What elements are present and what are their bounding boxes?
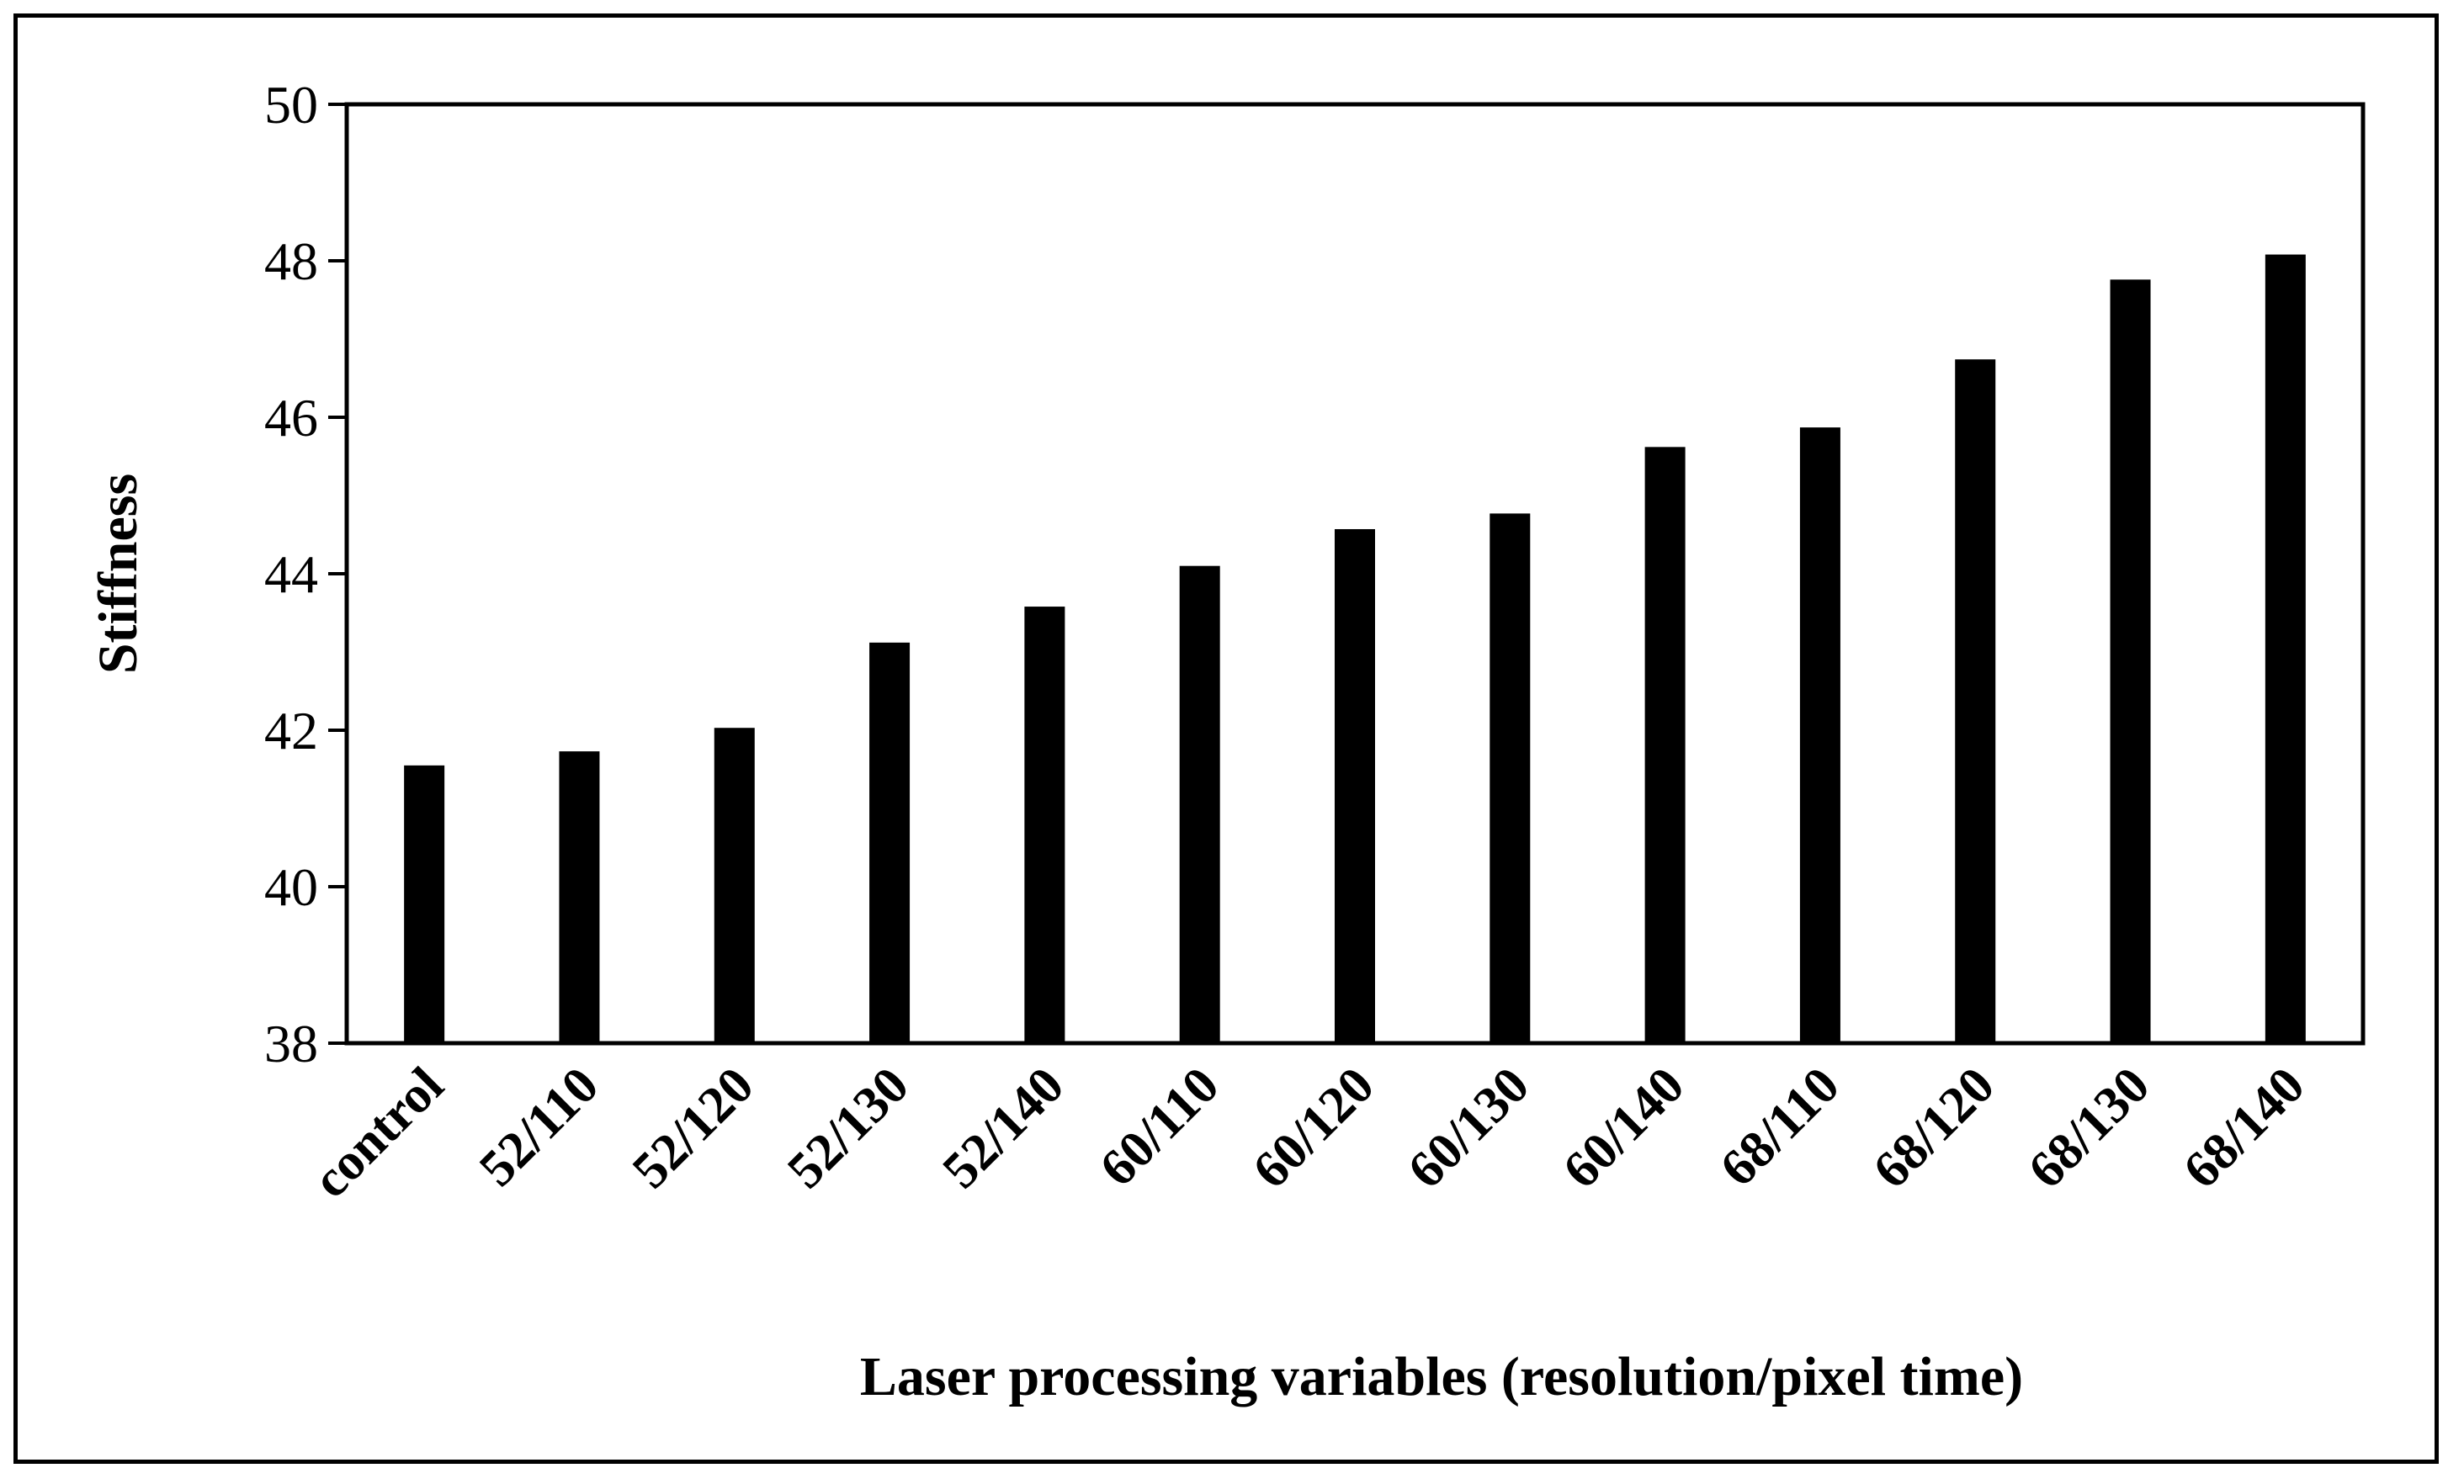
- x-tick-label: 60/120: [1242, 1057, 1385, 1200]
- y-axis-title: Stiffness: [88, 474, 149, 674]
- bar-60-130: [1490, 513, 1531, 1043]
- x-tick-label: 52/110: [469, 1057, 609, 1197]
- x-tick-label: 68/140: [2173, 1057, 2316, 1200]
- x-tick-label: control: [302, 1057, 454, 1209]
- y-tick-label: 42: [264, 701, 318, 761]
- x-tick-label: 52/130: [777, 1057, 920, 1200]
- bar-68-120: [1955, 359, 1996, 1043]
- x-tick-label: 52/120: [622, 1057, 765, 1200]
- y-tick-label: 40: [264, 857, 318, 917]
- bar-52-140: [1024, 607, 1065, 1043]
- y-tick-label: 46: [264, 388, 318, 448]
- bar-68-110: [1799, 427, 1840, 1044]
- x-axis-labels: control 52/110 52/120 52/130 52/140 60/110 60/…: [302, 1057, 2316, 1209]
- bar-68-130: [2110, 279, 2151, 1043]
- x-tick-label: 68/110: [1709, 1057, 1850, 1197]
- chart-frame: [13, 13, 2439, 1464]
- x-tick-label: 60/140: [1553, 1057, 1696, 1200]
- bar-52-130: [869, 642, 911, 1043]
- y-axis-ticks: 38 40 42 44 46 48 50: [264, 75, 347, 1073]
- y-tick-label: 38: [264, 1014, 318, 1073]
- bar-control: [404, 765, 445, 1043]
- x-tick-label: 60/130: [1397, 1057, 1540, 1200]
- y-tick-label: 44: [264, 544, 318, 604]
- x-axis-title: Laser processing variables (resolution/p…: [860, 1346, 2023, 1407]
- bar-52-110: [559, 751, 600, 1043]
- x-tick-label: 68/120: [1862, 1057, 2005, 1200]
- bar-52-120: [714, 728, 755, 1043]
- y-tick-label: 50: [264, 75, 318, 135]
- bar-60-140: [1644, 447, 1686, 1043]
- y-tick-label: 48: [264, 231, 318, 291]
- x-tick-label: 68/130: [2018, 1057, 2161, 1200]
- bars: [404, 254, 2306, 1044]
- x-tick-label: 60/110: [1089, 1057, 1229, 1197]
- bar-68-140: [2265, 254, 2306, 1043]
- bar-60-120: [1335, 528, 1375, 1043]
- x-tick-label: 52/140: [932, 1057, 1075, 1200]
- bar-60-110: [1179, 565, 1220, 1043]
